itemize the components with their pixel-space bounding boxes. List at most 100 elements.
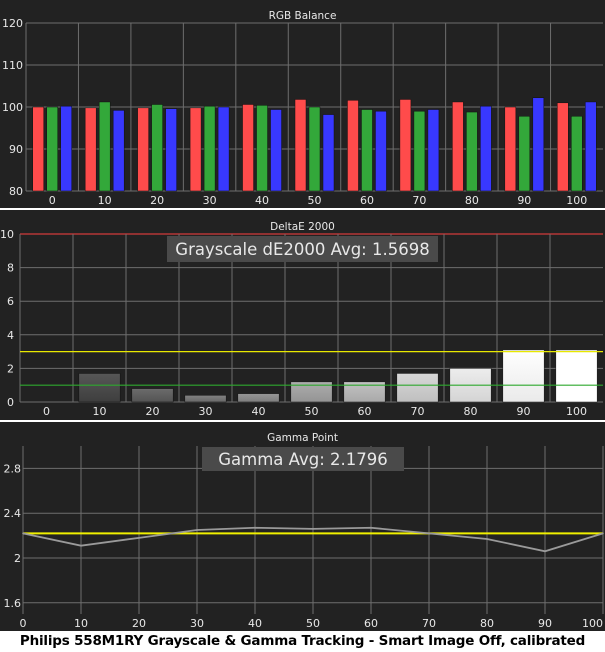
deltae-bar <box>343 381 386 403</box>
y-tick-label: 6 <box>7 295 14 308</box>
x-tick-label: 90 <box>538 617 552 630</box>
x-tick-label: 0 <box>20 617 27 630</box>
deltae-average-label: Grayscale dE2000 Avg: 1.5698 <box>175 240 429 259</box>
y-tick-label: 0 <box>7 396 14 409</box>
gamma-point <box>80 544 82 547</box>
x-tick-label: 70 <box>412 194 426 207</box>
bar-blue <box>532 97 545 192</box>
x-tick-label: 0 <box>49 194 56 207</box>
y-tick-label: 2.8 <box>4 462 22 475</box>
x-tick-label: 70 <box>422 617 436 630</box>
gamma-average-label: Gamma Avg: 2.1796 <box>218 450 388 469</box>
x-tick-label: 80 <box>464 405 478 418</box>
x-tick-label: 90 <box>517 405 531 418</box>
deltae-bar <box>184 395 227 403</box>
x-tick-label: 20 <box>150 194 164 207</box>
x-tick-label: 40 <box>252 405 266 418</box>
bar-blue <box>60 105 72 192</box>
gamma-point <box>312 528 314 530</box>
bar-blue <box>427 109 440 192</box>
bar-green <box>571 115 583 192</box>
x-tick-label: 30 <box>199 405 213 418</box>
x-tick-label: 60 <box>360 194 374 207</box>
y-tick-label: 2.4 <box>4 507 22 520</box>
deltae-bar <box>131 388 174 403</box>
x-tick-label: 100 <box>566 194 587 207</box>
bar-red <box>557 102 569 192</box>
bar-red <box>294 99 307 192</box>
gamma-point <box>196 529 198 531</box>
deltae-bar <box>396 373 439 403</box>
deltae-bar <box>555 349 598 403</box>
bar-blue <box>585 101 597 192</box>
gamma-point <box>138 537 140 539</box>
y-tick-label: 80 <box>9 185 23 198</box>
figure-caption: Philips 558M1RY Grayscale & Gamma Tracki… <box>0 631 605 652</box>
bar-green <box>308 106 321 192</box>
gamma-point <box>428 532 430 535</box>
x-tick-label: 40 <box>255 194 269 207</box>
gamma-point <box>544 550 546 553</box>
x-tick-label: 30 <box>203 194 217 207</box>
chart-title: Gamma Point <box>267 432 338 444</box>
bar-green <box>518 115 531 192</box>
x-tick-label: 20 <box>146 405 160 418</box>
bar-blue <box>217 106 230 192</box>
y-tick-label: 1.6 <box>4 597 22 610</box>
annotation-box <box>202 447 404 471</box>
y-tick-label: 100 <box>2 101 23 114</box>
bar-red <box>189 107 202 192</box>
bar-red <box>84 107 97 192</box>
x-tick-label: 10 <box>74 617 88 630</box>
x-tick-label: 10 <box>98 194 112 207</box>
x-tick-label: 10 <box>93 405 107 418</box>
x-tick-label: 20 <box>132 617 146 630</box>
bar-blue <box>375 110 387 192</box>
gamma-point <box>22 532 24 535</box>
x-tick-label: 90 <box>517 194 531 207</box>
bar-red <box>452 101 464 192</box>
deltae-bar <box>78 373 121 403</box>
bar-red <box>504 106 517 192</box>
y-tick-label: 10 <box>0 228 14 241</box>
bar-blue <box>112 110 125 192</box>
gamma-point <box>602 532 604 535</box>
bar-red <box>32 106 44 192</box>
chart-panel-1: RGB Balance 80 90 100 110 120 0 10 20 30 40 50 60 70 8… <box>0 0 605 208</box>
y-tick-label: 2 <box>14 552 21 565</box>
chart-title: RGB Balance <box>269 10 337 22</box>
bar-blue <box>480 105 492 192</box>
deltae-bar <box>502 349 545 403</box>
bar-red <box>347 100 359 192</box>
y-tick-label: 8 <box>7 262 14 275</box>
bar-blue <box>322 114 335 192</box>
x-tick-label: 100 <box>566 405 587 418</box>
deltae-bar <box>237 393 280 403</box>
bar-green <box>466 111 478 192</box>
bar-green <box>413 110 426 192</box>
bar-green <box>151 104 163 192</box>
chart-title: DeltaE 2000 <box>270 221 335 233</box>
y-tick-label: 90 <box>9 143 23 156</box>
bar-green <box>203 105 216 192</box>
bar-red <box>137 107 149 192</box>
deltae-bar <box>290 381 333 403</box>
bar-green <box>46 106 58 192</box>
bar-blue <box>165 108 177 192</box>
x-tick-label: 80 <box>465 194 479 207</box>
gamma-point <box>370 526 372 529</box>
chart-panel-3: Gamma Point 1.6 2 2.4 2.8 0 10 20 30 40 50 60 70 80 90… <box>0 422 605 631</box>
gamma-point <box>254 526 256 529</box>
bar-green <box>361 109 373 192</box>
x-tick-label: 60 <box>364 617 378 630</box>
bar-blue <box>270 109 282 192</box>
gamma-point <box>486 538 488 540</box>
bar-red <box>242 104 254 192</box>
y-tick-label: 110 <box>2 59 23 72</box>
y-tick-label: 4 <box>7 329 14 342</box>
x-tick-label: 30 <box>190 617 204 630</box>
x-tick-label: 50 <box>308 194 322 207</box>
x-tick-label: 0 <box>43 405 50 418</box>
x-tick-label: 60 <box>358 405 372 418</box>
